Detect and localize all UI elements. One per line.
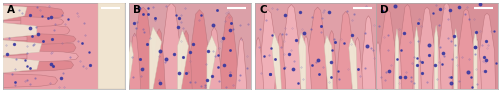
Polygon shape	[452, 36, 460, 89]
Polygon shape	[413, 37, 422, 89]
Polygon shape	[272, 33, 281, 89]
Polygon shape	[236, 37, 246, 89]
Polygon shape	[132, 7, 154, 89]
Polygon shape	[418, 7, 436, 89]
Polygon shape	[458, 9, 474, 89]
Polygon shape	[98, 3, 125, 89]
Polygon shape	[478, 13, 496, 89]
Text: B: B	[134, 5, 141, 15]
Polygon shape	[473, 39, 482, 89]
Polygon shape	[274, 33, 285, 89]
Polygon shape	[27, 33, 76, 45]
Polygon shape	[438, 3, 455, 89]
Polygon shape	[336, 11, 356, 89]
Polygon shape	[2, 23, 37, 38]
Polygon shape	[160, 3, 182, 89]
Polygon shape	[434, 25, 438, 89]
Polygon shape	[454, 29, 458, 89]
Polygon shape	[259, 10, 280, 89]
Polygon shape	[188, 10, 210, 89]
Polygon shape	[178, 30, 188, 89]
Polygon shape	[252, 37, 264, 89]
Polygon shape	[2, 74, 58, 87]
Polygon shape	[298, 33, 306, 89]
Polygon shape	[2, 40, 42, 55]
Polygon shape	[2, 40, 76, 55]
Polygon shape	[2, 5, 64, 21]
Polygon shape	[324, 36, 333, 89]
Polygon shape	[326, 30, 337, 89]
Polygon shape	[399, 5, 416, 89]
Text: C: C	[260, 5, 267, 15]
Polygon shape	[21, 17, 64, 27]
Polygon shape	[2, 58, 74, 72]
Polygon shape	[361, 16, 376, 89]
Text: A: A	[8, 5, 16, 15]
Polygon shape	[2, 24, 70, 37]
Polygon shape	[395, 29, 399, 89]
Polygon shape	[352, 37, 363, 89]
Polygon shape	[474, 30, 477, 89]
Polygon shape	[220, 13, 238, 89]
Polygon shape	[394, 36, 402, 89]
Polygon shape	[150, 27, 162, 89]
Polygon shape	[207, 27, 222, 89]
Polygon shape	[349, 37, 358, 89]
Polygon shape	[207, 36, 216, 89]
Polygon shape	[281, 5, 301, 89]
Polygon shape	[432, 33, 441, 89]
Polygon shape	[128, 33, 141, 89]
Polygon shape	[2, 57, 39, 73]
Polygon shape	[2, 5, 27, 20]
Polygon shape	[414, 27, 418, 89]
Polygon shape	[300, 36, 312, 89]
Polygon shape	[374, 42, 382, 89]
Polygon shape	[180, 30, 192, 89]
Polygon shape	[306, 7, 328, 89]
Polygon shape	[379, 10, 396, 89]
Polygon shape	[153, 29, 165, 89]
Polygon shape	[128, 42, 134, 89]
Polygon shape	[27, 51, 78, 62]
Text: D: D	[380, 5, 389, 15]
